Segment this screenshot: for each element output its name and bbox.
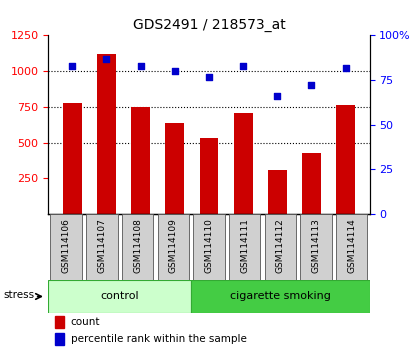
Bar [55, 333, 64, 345]
Text: GSM114109: GSM114109 [169, 218, 178, 273]
Bar [131, 107, 150, 214]
Bar [55, 316, 64, 328]
Text: GSM114113: GSM114113 [312, 218, 320, 273]
Text: GSM114111: GSM114111 [240, 218, 249, 273]
Bar [86, 214, 118, 280]
Bar [300, 214, 332, 280]
Text: GSM114107: GSM114107 [97, 218, 106, 273]
Text: percentile rank within the sample: percentile rank within the sample [71, 334, 247, 344]
Text: stress: stress [4, 290, 35, 300]
Bar [97, 54, 116, 214]
Text: GSM114114: GSM114114 [347, 218, 356, 273]
Text: GSM114108: GSM114108 [133, 218, 142, 273]
Bar [302, 153, 321, 214]
Point [171, 68, 178, 74]
Bar [268, 170, 287, 214]
Text: cigarette smoking: cigarette smoking [230, 291, 331, 302]
Bar [265, 214, 296, 280]
Text: GSM114106: GSM114106 [62, 218, 71, 273]
Bar [165, 122, 184, 214]
Bar [63, 103, 82, 214]
Point [274, 93, 281, 99]
Bar [50, 214, 82, 280]
Bar [122, 214, 153, 280]
Bar [234, 113, 252, 214]
Bar [158, 214, 189, 280]
Bar [229, 214, 260, 280]
Point [342, 65, 349, 70]
Title: GDS2491 / 218573_at: GDS2491 / 218573_at [133, 18, 285, 32]
Text: control: control [100, 291, 139, 302]
Bar [200, 138, 218, 214]
Bar [336, 105, 355, 214]
Point [308, 82, 315, 88]
Bar [193, 214, 225, 280]
Point [137, 63, 144, 69]
Point [206, 74, 212, 79]
Point [69, 63, 76, 69]
Point [103, 56, 110, 62]
Bar [48, 280, 191, 313]
Bar [191, 280, 370, 313]
Text: GSM114112: GSM114112 [276, 218, 285, 273]
Text: count: count [71, 317, 100, 327]
Point [240, 63, 247, 69]
Text: GSM114110: GSM114110 [205, 218, 213, 273]
Bar [336, 214, 368, 280]
